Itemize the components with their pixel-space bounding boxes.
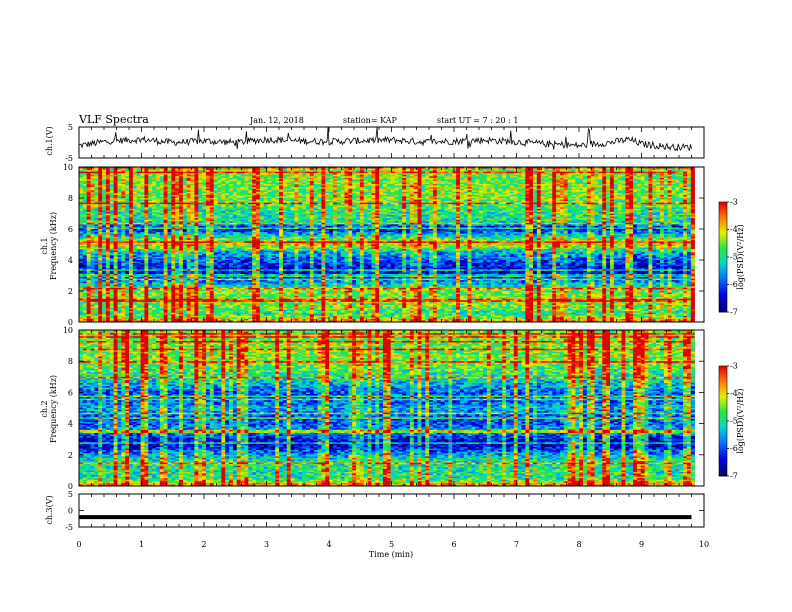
date-label: Jan. 12, 2018 — [249, 116, 304, 125]
ch1-waveform-panel: 5 -5 — [65, 123, 704, 163]
start-time-label: start UT = 7 : 20 : 1 — [437, 116, 518, 125]
vlf-figure: VLF Spectra Jan. 12, 2018 station= KAP s… — [0, 0, 792, 612]
station-label: station= KAP — [343, 116, 398, 125]
ch1-signal-line — [79, 127, 692, 151]
ch1-y-tick-label: -5 — [65, 154, 73, 163]
figure-title: VLF Spectra — [78, 113, 149, 126]
ch1-spec-cells — [79, 167, 695, 322]
ch1-y-tick-label: 5 — [68, 123, 73, 132]
